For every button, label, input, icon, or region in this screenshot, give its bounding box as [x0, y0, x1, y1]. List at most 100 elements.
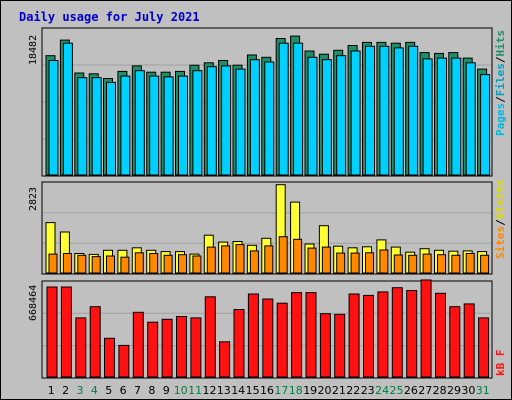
sites-bar [163, 254, 173, 274]
files-bar [393, 47, 404, 176]
day-label: 29 [447, 384, 461, 397]
files-bar [178, 75, 188, 176]
sites-bar [91, 256, 101, 274]
sites-bar [336, 252, 346, 274]
files-bar [408, 45, 419, 176]
sites-bar [307, 247, 317, 274]
kb-bar [334, 313, 346, 378]
day-label: 13 [217, 384, 231, 397]
files-bar [149, 75, 160, 176]
day-label: 12 [203, 384, 217, 397]
day-label: 3 [77, 384, 84, 397]
day-label: 6 [120, 384, 127, 397]
day-label: 30 [461, 384, 475, 397]
kb-bar [391, 287, 403, 378]
day-label: 9 [163, 384, 170, 397]
sites-bar [393, 254, 403, 274]
sites-bar [206, 246, 216, 274]
sites-bar [264, 245, 274, 274]
files-bar [350, 50, 361, 176]
files-bar [437, 57, 447, 176]
day-label: 17 [274, 384, 288, 397]
day-label: 16 [260, 384, 274, 397]
kb-bar [319, 313, 331, 378]
sites-bar [408, 254, 418, 274]
bottom-max-label: 668464 [28, 285, 39, 321]
day-label: 25 [390, 384, 404, 397]
kb-bar [478, 317, 490, 378]
sites-bar [149, 253, 159, 274]
day-label: 31 [476, 384, 490, 397]
sites-bar [365, 252, 374, 274]
day-label: 21 [332, 384, 346, 397]
legend-sep: / [494, 96, 507, 103]
day-label: 1 [48, 384, 55, 397]
files-bar [336, 55, 347, 176]
files-bar [422, 58, 433, 176]
kb-bar [147, 321, 159, 378]
files-bar [465, 62, 476, 176]
legend-sep: / [494, 56, 507, 63]
kb-bar [406, 290, 418, 378]
middle-max-label: 2823 [28, 187, 39, 211]
kb-bar [449, 306, 461, 378]
bar-marks [45, 35, 491, 378]
day-label: 14 [231, 384, 245, 397]
kb-bar [46, 286, 58, 378]
kb-bar [75, 317, 87, 378]
files-bar [480, 74, 491, 176]
day-label: 24 [375, 384, 389, 397]
sites-bar [77, 254, 87, 274]
chart-title: Daily usage for July 2021 [19, 10, 200, 24]
sites-bar [249, 250, 259, 274]
sites-bar [379, 249, 389, 274]
files-bar [321, 59, 332, 176]
sites-bar [62, 253, 72, 274]
files-bar [62, 42, 73, 176]
kb-bar [420, 279, 432, 378]
kb-bar [118, 344, 130, 378]
sites-bar [278, 236, 288, 274]
day-label: 5 [105, 384, 112, 397]
kb-bar [89, 306, 101, 378]
svg-text:kB F: kB F [494, 350, 507, 377]
kb-bar [276, 302, 288, 378]
kb-bar [377, 291, 389, 378]
sites-bar [451, 254, 461, 274]
sites-bar [437, 254, 446, 274]
legend-kb: kB F [494, 350, 507, 377]
kb-bar [435, 292, 446, 378]
kb-bar [348, 293, 360, 378]
top-legend: Pages/Files/Hits [494, 30, 507, 136]
files-bar [307, 56, 318, 176]
sites-bar [106, 255, 115, 274]
day-label: 4 [91, 384, 98, 397]
kb-bar [233, 309, 245, 378]
sites-bar [178, 254, 187, 274]
files-bar [91, 77, 102, 176]
files-bar [206, 66, 217, 176]
day-label: 22 [346, 384, 360, 397]
kb-bar [247, 293, 259, 378]
files-bar [451, 57, 462, 176]
sites-bar [350, 252, 360, 274]
legend-pages: Pages [494, 103, 507, 136]
kb-bar [132, 311, 144, 378]
svg-text:Sites/Visits: Sites/Visits [494, 180, 507, 260]
kb-bar [291, 292, 303, 378]
legend-visits: Visits [494, 180, 507, 220]
day-label: 18 [289, 384, 303, 397]
files-bar [293, 42, 304, 176]
files-bar [77, 77, 88, 176]
middle-legend: Sites/Visits [494, 180, 507, 260]
files-bar [163, 76, 174, 176]
day-label: 8 [148, 384, 155, 397]
files-bar [249, 59, 260, 176]
day-label: 19 [303, 384, 317, 397]
files-bar [120, 75, 131, 176]
day-label: 27 [418, 384, 432, 397]
bottom-legend: kB F [494, 350, 507, 377]
sites-bar [221, 245, 231, 274]
files-bar [278, 42, 289, 176]
